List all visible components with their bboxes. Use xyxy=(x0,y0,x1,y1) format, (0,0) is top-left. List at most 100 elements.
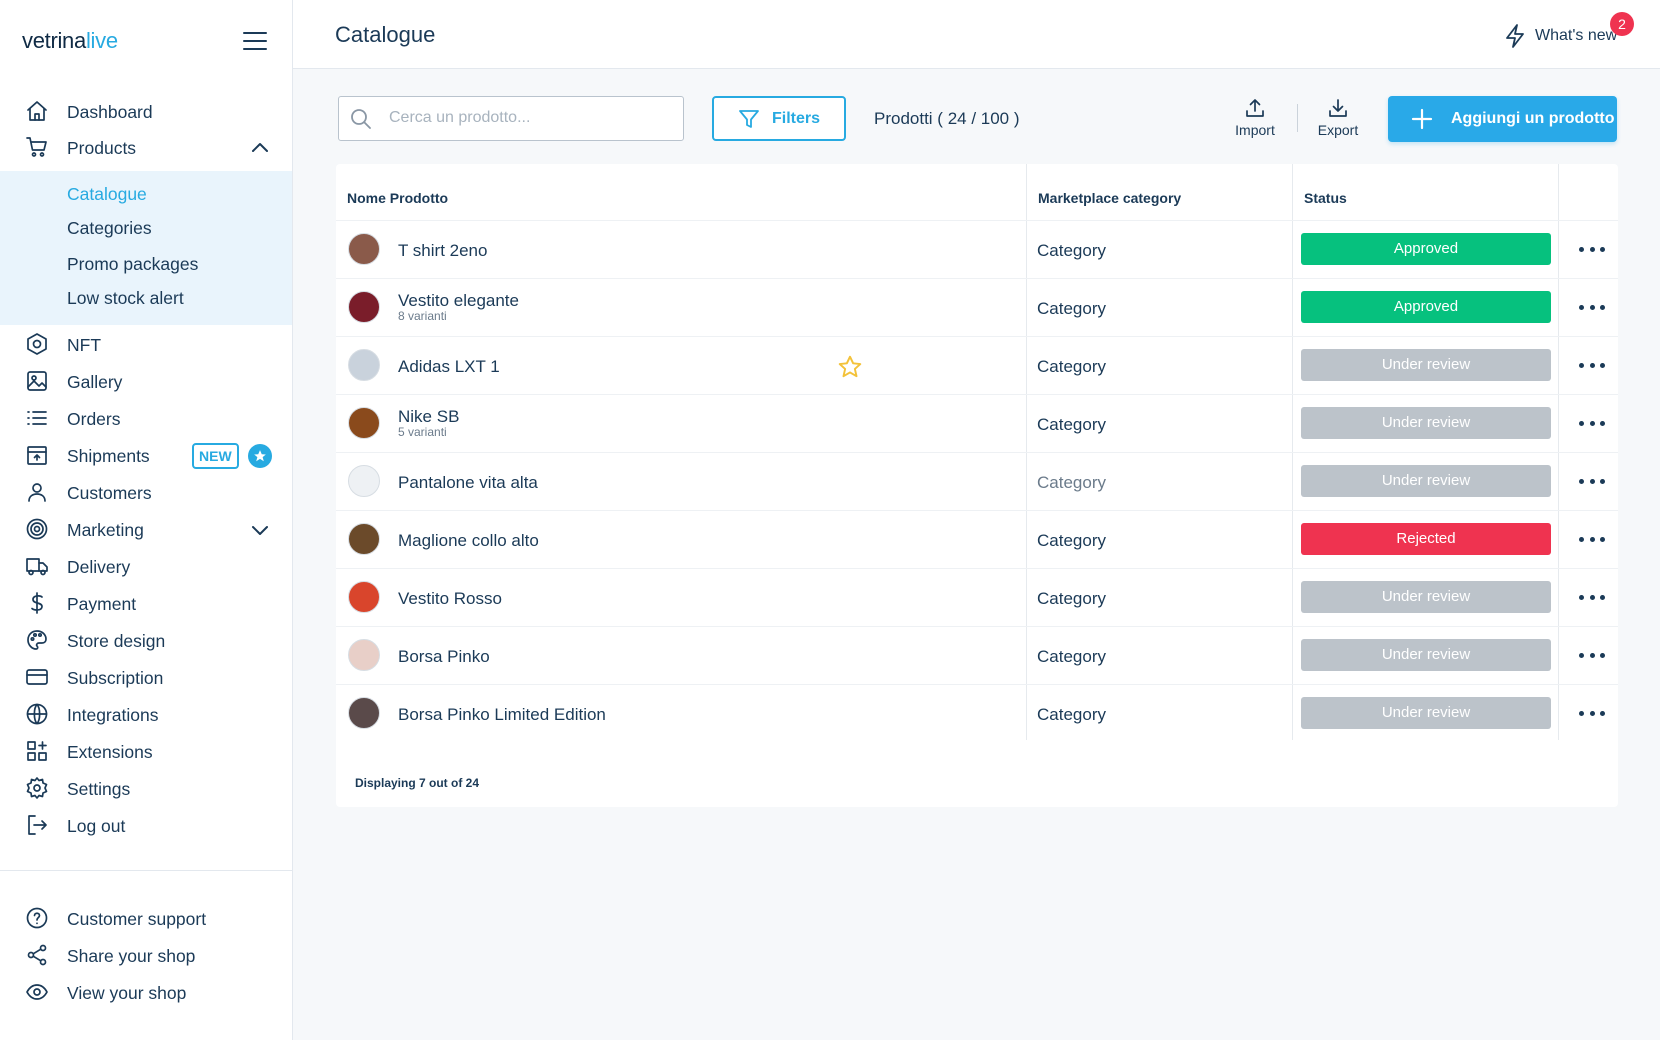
sidebar-item-payment[interactable]: Payment xyxy=(0,585,292,622)
product-name[interactable]: Maglione collo alto xyxy=(398,531,539,550)
products-subnav: Catalogue Categories Promo packages Low … xyxy=(0,171,292,325)
sidebar-item-label: Log out xyxy=(67,816,126,836)
product-thumbnail xyxy=(348,581,380,613)
home-icon xyxy=(25,99,49,123)
table-row[interactable]: Borsa Pinko Limited Edition Category Under… xyxy=(336,684,1618,742)
sidebar-item-marketing[interactable]: Marketing xyxy=(0,511,292,548)
status-badge: Under review xyxy=(1301,697,1551,729)
chevron-up-icon[interactable] xyxy=(250,139,270,157)
gear-icon xyxy=(25,776,49,800)
product-name[interactable]: Pantalone vita alta xyxy=(398,473,538,492)
product-thumbnail xyxy=(348,523,380,555)
subnav-item-catalogue[interactable]: Catalogue xyxy=(67,184,147,204)
sidebar-item-label: Extensions xyxy=(67,742,153,762)
filters-button[interactable]: Filters xyxy=(712,96,846,141)
sidebar-item-label: Customer support xyxy=(67,909,207,929)
product-variants: 5 varianti xyxy=(398,425,447,439)
table-row[interactable]: Pantalone vita alta Category Under review xyxy=(336,452,1618,510)
import-label: Import xyxy=(1235,122,1275,138)
sidebar-item-settings[interactable]: Settings xyxy=(0,770,292,807)
product-category: Category xyxy=(1037,415,1106,434)
sidebar-item-label: Products xyxy=(67,138,137,158)
status-badge: Approved xyxy=(1301,291,1551,323)
product-name[interactable]: T shirt 2eno xyxy=(398,241,488,260)
more-options-icon[interactable] xyxy=(1579,589,1605,605)
list-icon xyxy=(25,406,49,430)
table-row[interactable]: Borsa Pinko Category Under review xyxy=(336,626,1618,684)
column-header-name[interactable]: Nome Prodotto xyxy=(347,190,449,206)
more-options-icon[interactable] xyxy=(1579,705,1605,721)
sidebar-item-nft[interactable]: NFT xyxy=(0,326,292,363)
search-input[interactable] xyxy=(389,97,679,139)
more-options-icon[interactable] xyxy=(1579,647,1605,663)
more-options-icon[interactable] xyxy=(1579,473,1605,489)
cart-icon xyxy=(25,135,49,159)
table-row[interactable]: Nike SB 5 varianti Category Under review xyxy=(336,394,1618,452)
add-product-button[interactable]: Aggiungi un prodotto xyxy=(1388,96,1617,142)
top-header: Catalogue What's new 2 xyxy=(293,0,1660,69)
column-header-status[interactable]: Status xyxy=(1304,190,1347,206)
table-row[interactable]: T shirt 2eno Category Approved xyxy=(336,220,1618,278)
chevron-down-icon[interactable] xyxy=(250,521,270,539)
product-category: Category xyxy=(1037,357,1106,376)
status-badge: Approved xyxy=(1301,233,1551,265)
sidebar-item-dashboard[interactable]: Dashboard xyxy=(0,93,292,130)
more-options-icon[interactable] xyxy=(1579,415,1605,431)
product-category: Category xyxy=(1037,647,1106,666)
sidebar-item-integrations[interactable]: Integrations xyxy=(0,696,292,733)
product-name[interactable]: Borsa Pinko Limited Edition xyxy=(398,705,606,724)
sidebar-item-share-your-shop[interactable]: Share your shop xyxy=(0,937,292,974)
product-name[interactable]: Nike SB xyxy=(398,407,460,426)
column-header-category[interactable]: Marketplace category xyxy=(1038,190,1182,206)
brand-logo[interactable]: vetrinalive xyxy=(22,28,118,54)
sidebar-item-products[interactable]: Products xyxy=(0,129,292,166)
more-options-icon[interactable] xyxy=(1579,357,1605,373)
product-name[interactable]: Borsa Pinko xyxy=(398,647,490,666)
sidebar-item-customers[interactable]: Customers xyxy=(0,474,292,511)
sidebar-item-subscription[interactable]: Subscription xyxy=(0,659,292,696)
product-name[interactable]: Vestito elegante xyxy=(398,291,519,310)
sidebar-item-shipments[interactable]: Shipments NEW xyxy=(0,437,292,474)
sidebar-item-store-design[interactable]: Store design xyxy=(0,622,292,659)
brand-name-part2: live xyxy=(85,28,118,53)
sidebar-item-label: Orders xyxy=(67,409,121,429)
star-icon[interactable] xyxy=(837,354,863,380)
table-row[interactable]: Maglione collo alto Category Rejected xyxy=(336,510,1618,568)
sidebar-item-logout[interactable]: Log out xyxy=(0,807,292,844)
status-badge: Under review xyxy=(1301,407,1551,439)
table-row[interactable]: Vestito elegante 8 varianti Category Approv… xyxy=(336,278,1618,336)
status-badge: Under review xyxy=(1301,639,1551,671)
product-name[interactable]: Vestito Rosso xyxy=(398,589,502,608)
sidebar-item-extensions[interactable]: Extensions xyxy=(0,733,292,770)
subnav-item-promo-packages[interactable]: Promo packages xyxy=(67,254,199,274)
more-options-icon[interactable] xyxy=(1579,531,1605,547)
menu-toggle-icon[interactable] xyxy=(243,32,267,50)
sidebar-item-label: NFT xyxy=(67,335,102,355)
more-options-icon[interactable] xyxy=(1579,299,1605,315)
product-category: Category xyxy=(1037,531,1106,550)
product-category: Category xyxy=(1037,473,1106,492)
table-row[interactable]: Adidas LXT 1 Category Under review xyxy=(336,336,1618,394)
subnav-item-categories[interactable]: Categories xyxy=(67,218,152,238)
import-button[interactable]: Import xyxy=(1220,98,1290,142)
toolbar-divider xyxy=(1297,104,1298,132)
product-name[interactable]: Adidas LXT 1 xyxy=(398,357,500,376)
export-button[interactable]: Export xyxy=(1303,98,1373,142)
sidebar-item-view-your-shop[interactable]: View your shop xyxy=(0,974,292,1011)
sidebar-item-delivery[interactable]: Delivery xyxy=(0,548,292,585)
subnav-item-low-stock-alert[interactable]: Low stock alert xyxy=(67,288,184,308)
image-icon xyxy=(25,369,49,393)
whats-new-button[interactable]: What's new xyxy=(1503,22,1617,50)
lightning-icon xyxy=(1506,24,1524,48)
sidebar-item-gallery[interactable]: Gallery xyxy=(0,363,292,400)
table-row[interactable]: Vestito Rosso Category Under review xyxy=(336,568,1618,626)
sidebar-item-label: Customers xyxy=(67,483,152,503)
brand-name-part1: vetrina xyxy=(22,28,86,53)
sidebar-item-customer-support[interactable]: Customer support xyxy=(0,900,292,937)
product-category: Category xyxy=(1037,589,1106,608)
sidebar-item-orders[interactable]: Orders xyxy=(0,400,292,437)
more-options-icon[interactable] xyxy=(1579,241,1605,257)
plus-icon xyxy=(1411,108,1433,130)
hexagon-icon xyxy=(25,332,49,356)
product-thumbnail xyxy=(348,291,380,323)
